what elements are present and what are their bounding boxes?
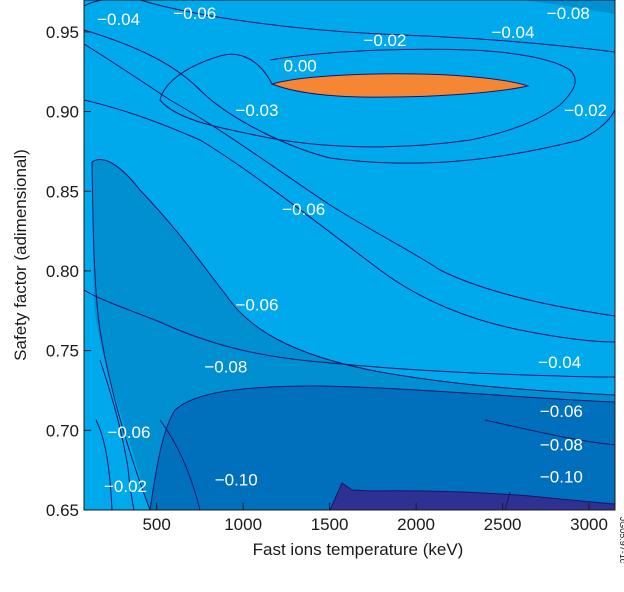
y-tick-label: 0.85	[46, 182, 79, 201]
plot-frame	[83, 0, 616, 511]
contour-line	[99, 359, 135, 510]
contour-fill-level-m10	[330, 483, 615, 510]
contour-line	[84, 43, 615, 317]
contour-label: −0.04	[97, 10, 140, 29]
contour-label: −0.04	[538, 353, 581, 372]
contour-line	[95, 419, 113, 510]
x-axis: 500 1000 1500 2000 2500 3000	[142, 503, 608, 534]
contour-labels: −0.04 −0.06 −0.08 −0.04 −0.02 0.00 −0.03 −0.02 −…	[97, 4, 607, 496]
contour-label: −0.06	[282, 200, 325, 219]
y-tick-label: 0.75	[46, 342, 79, 361]
contour-fill-level-m08	[150, 386, 615, 510]
x-tick-label: 2000	[397, 515, 435, 534]
contour-line	[149, 385, 615, 510]
y-tick-label: 0.70	[46, 421, 79, 440]
contour-label: −0.03	[235, 101, 278, 120]
contour-line	[329, 482, 615, 510]
contour-label: −0.06	[540, 402, 583, 421]
contour-label: −0.06	[173, 4, 216, 23]
contour-line	[84, 0, 120, 7]
contour-line	[91, 158, 615, 396]
contour-label: −0.02	[363, 31, 406, 50]
y-tick-label: 0.65	[46, 501, 79, 520]
x-axis-title: Fast ions temperature (keV)	[253, 540, 464, 559]
contour-label: −0.10	[540, 468, 583, 487]
contour-line	[84, 289, 615, 378]
contour-line	[159, 419, 201, 510]
contour-label: −0.08	[547, 4, 590, 23]
contour-label: −0.08	[204, 358, 247, 377]
contour-line	[84, 99, 615, 343]
contour-fill-level-positive	[270, 73, 530, 98]
contour-label: −0.06	[235, 295, 278, 314]
figure-id: JG05.97-1c	[618, 517, 624, 564]
x-tick-label: 2500	[484, 515, 522, 534]
y-tick-label: 0.95	[46, 23, 79, 42]
contour-line	[504, 491, 511, 510]
y-axis: 0.65 0.70 0.75 0.80 0.85 0.90 0.95	[46, 23, 91, 520]
x-tick-label: 3000	[570, 515, 608, 534]
contour-line	[139, 0, 615, 53]
contour-fill-level-m06-upper	[520, 0, 615, 14]
y-tick-label: 0.90	[46, 103, 79, 122]
x-tick-label: 1000	[224, 515, 262, 534]
contour-fills	[84, 0, 615, 510]
contour-line	[159, 48, 576, 148]
contour-label: −0.06	[107, 423, 150, 442]
contour-line	[84, 29, 615, 164]
contour-line	[484, 419, 615, 446]
x-tick-label: 1500	[311, 515, 349, 534]
contour-label: −0.08	[540, 436, 583, 455]
y-axis-title: Safety factor (adimensional)	[11, 149, 30, 361]
contour-label: −0.02	[564, 101, 607, 120]
x-tick-label: 500	[142, 515, 170, 534]
contour-lines	[84, 0, 615, 510]
y-tick-label: 0.80	[46, 262, 79, 281]
contour-line	[91, 161, 151, 510]
contour-label: −0.02	[104, 477, 147, 496]
contour-label: 0.00	[284, 56, 317, 75]
contour-label: −0.04	[491, 23, 534, 42]
contour-label: −0.10	[215, 471, 258, 490]
